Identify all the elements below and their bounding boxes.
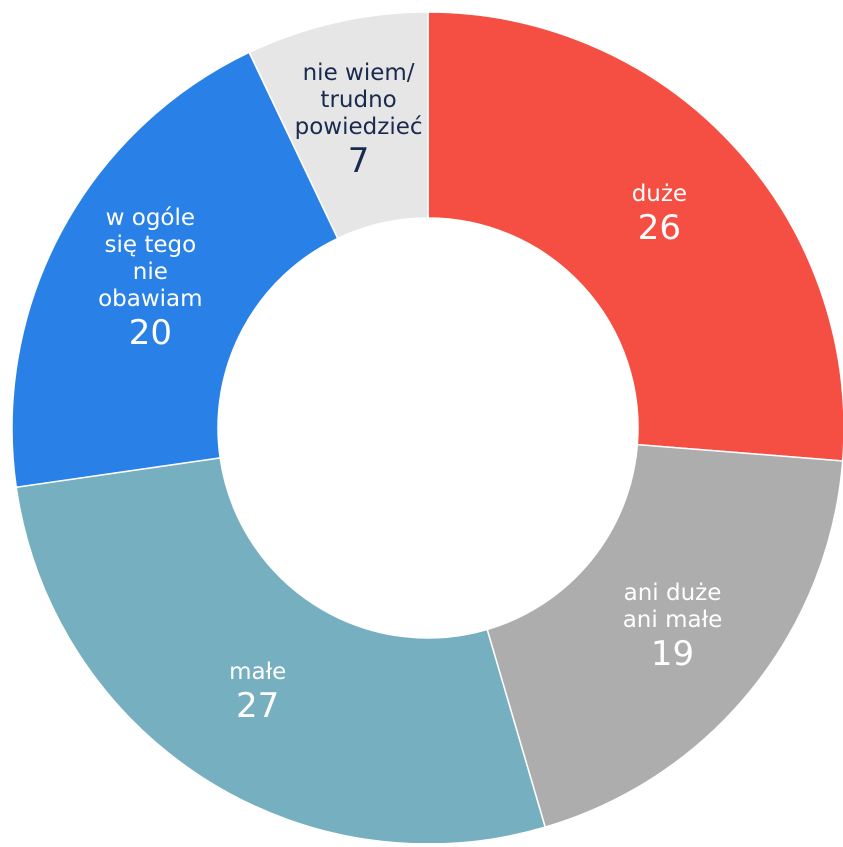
category-label: nie wiem/ trudno powiedzieć	[294, 60, 423, 141]
slice	[15, 457, 547, 845]
slice	[11, 51, 339, 489]
category-label: w ogóle się tego nie obawiam	[98, 205, 203, 313]
label-group: małe 27	[158, 573, 358, 813]
label-group: w ogóle się tego nie obawiam 20	[50, 159, 250, 399]
label-group: nie wiem/ trudno powiedzieć 7	[259, 1, 459, 241]
value-label: 19	[650, 633, 695, 674]
label-group: duże 26	[559, 94, 759, 334]
value-label: 27	[236, 686, 280, 727]
value-label: 7	[347, 141, 370, 182]
label-group: ani duże ani małe 19	[572, 507, 772, 747]
category-label: małe	[229, 659, 287, 686]
category-label: duże	[631, 180, 688, 207]
slice	[248, 11, 429, 240]
value-label: 26	[637, 207, 682, 248]
slice	[486, 443, 843, 829]
value-label: 20	[128, 313, 172, 354]
category-label: ani duże ani małe	[622, 579, 723, 633]
